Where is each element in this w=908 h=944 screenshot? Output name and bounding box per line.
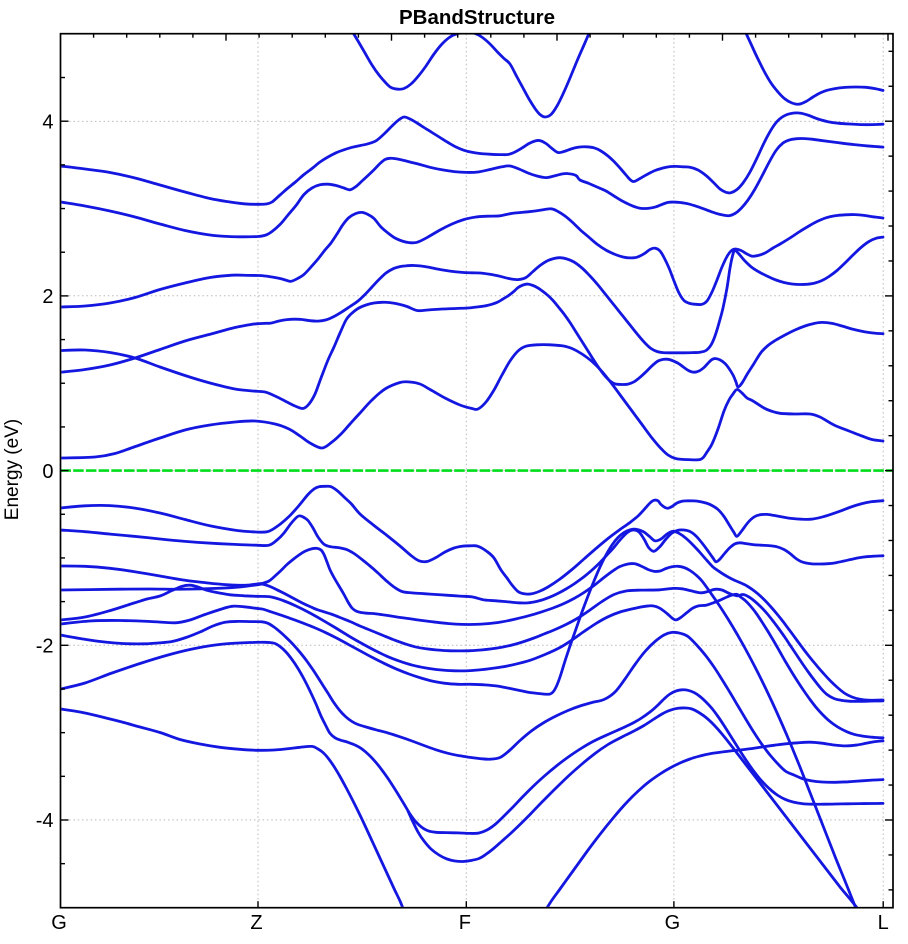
svg-text:Z: Z — [250, 912, 262, 934]
svg-text:F: F — [459, 912, 471, 934]
svg-text:G: G — [665, 912, 681, 934]
svg-text:L: L — [878, 912, 889, 934]
svg-text:4: 4 — [42, 112, 53, 134]
svg-text:Energy (eV): Energy (eV) — [2, 419, 23, 520]
svg-text:2: 2 — [42, 286, 53, 308]
svg-text:0: 0 — [42, 461, 53, 483]
svg-text:G: G — [51, 912, 67, 934]
svg-text:-4: -4 — [36, 810, 54, 832]
svg-text:PBandStructure: PBandStructure — [399, 6, 555, 29]
svg-text:-2: -2 — [36, 635, 54, 657]
